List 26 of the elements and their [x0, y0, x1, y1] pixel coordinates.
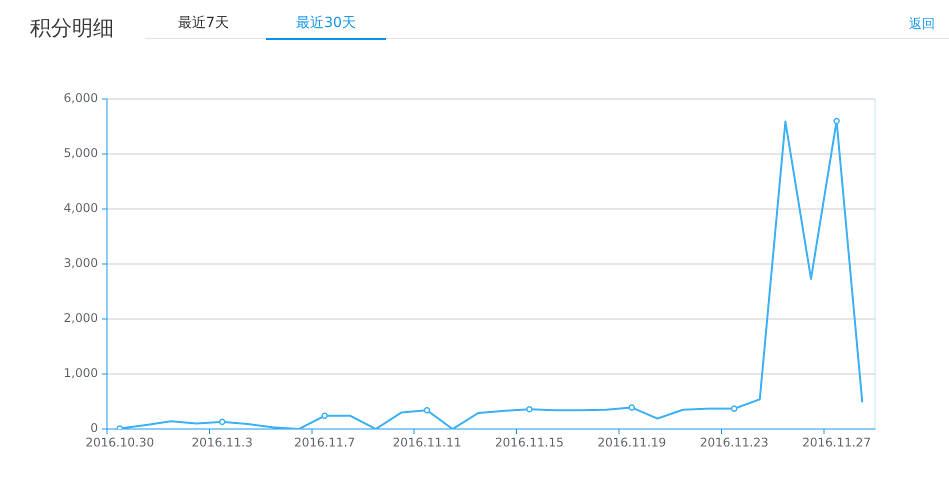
x-tick-label: 2016.11.23 [700, 435, 769, 450]
point [424, 407, 430, 414]
y-tick-label: 0 [90, 421, 98, 436]
y-tick-label: 5,000 [64, 146, 98, 160]
x-tick-label: 2016.11.27 [802, 435, 871, 450]
point [833, 118, 840, 124]
x-tick-label: 2016.11.11 [392, 435, 462, 450]
y-tick-label: 6,000 [64, 91, 98, 106]
text: 最近30天 [266, 14, 386, 40]
x-tick-label: 2016.11.19 [597, 435, 666, 450]
point [218, 418, 226, 426]
point [730, 405, 738, 412]
chart-title: 积分明细 [30, 15, 114, 41]
x-tick-label: 2016.11.15 [495, 435, 564, 450]
x-tick-label: 2016.11.3 [192, 435, 253, 450]
y-tick-label: 1,000 [64, 366, 98, 380]
y-tick-label: 2,000 [64, 311, 98, 326]
text: 最近7天 [178, 14, 229, 32]
point [321, 412, 328, 420]
x-tick-label: 2016.10.30 [85, 435, 154, 450]
y-tick-label: 4,000 [64, 201, 98, 216]
point [526, 406, 533, 412]
text: 返回 [909, 17, 935, 33]
y-tick-label: 3,000 [64, 256, 98, 270]
point [628, 404, 636, 411]
x-tick-label: 2016.11.7 [294, 435, 356, 450]
